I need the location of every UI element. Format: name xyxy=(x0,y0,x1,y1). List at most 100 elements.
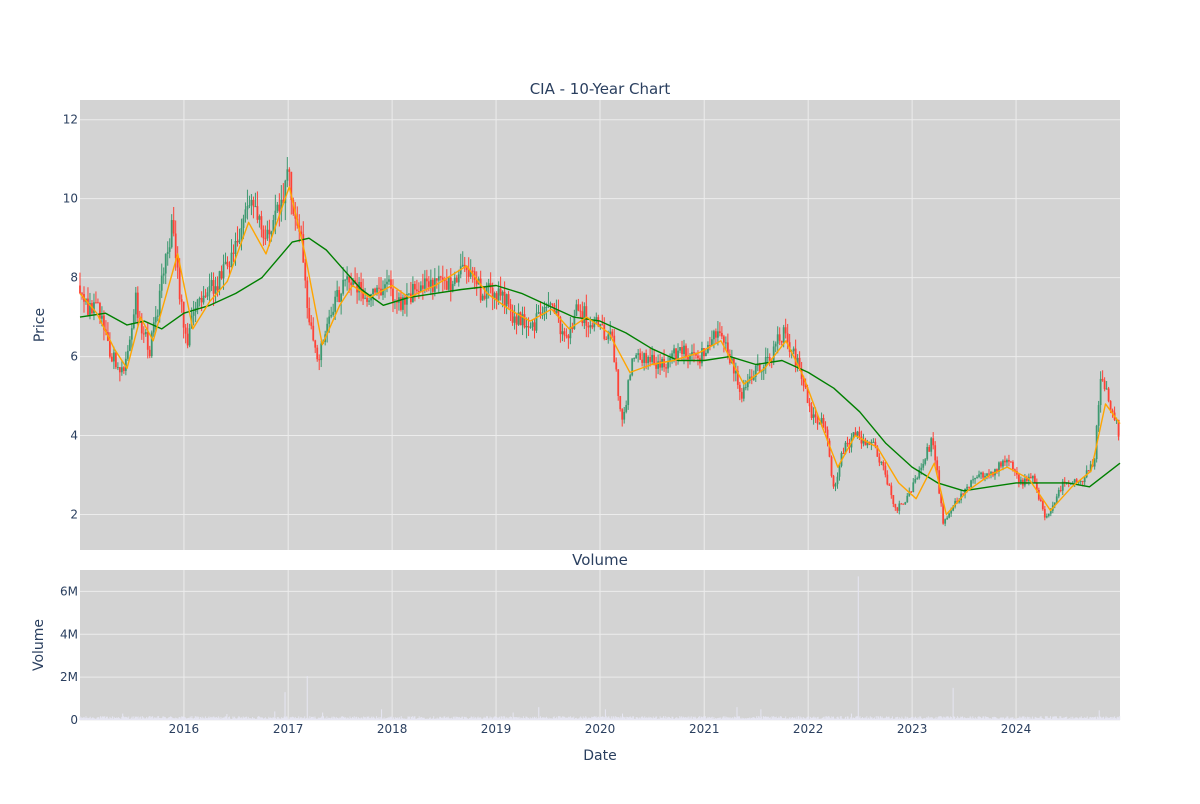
candle-body xyxy=(208,285,211,293)
candle-body xyxy=(908,491,911,496)
candle-body xyxy=(794,348,797,366)
candle-body xyxy=(308,308,311,323)
candle-body xyxy=(109,340,111,357)
candle-body xyxy=(826,429,829,441)
candle-body xyxy=(475,279,478,285)
candle-body xyxy=(545,307,548,309)
candle-body xyxy=(344,279,347,281)
candle-body xyxy=(274,210,277,221)
candle-body xyxy=(738,384,741,392)
candle-body xyxy=(711,339,713,346)
candle-body xyxy=(715,331,717,338)
candle-body xyxy=(846,442,849,444)
x-tick-label: 2021 xyxy=(689,722,720,736)
candle-body xyxy=(687,357,689,360)
candle-body xyxy=(226,261,229,267)
candle-body xyxy=(854,432,857,436)
candle-body xyxy=(768,357,771,361)
candle-body xyxy=(1073,479,1076,483)
candle-body xyxy=(786,333,789,343)
candle-body xyxy=(497,288,500,301)
candle-body xyxy=(701,348,703,364)
candle-body xyxy=(880,461,883,463)
candle-body xyxy=(415,289,418,292)
candle-body xyxy=(386,281,388,285)
candle-body xyxy=(451,284,454,292)
candle-body xyxy=(507,294,510,305)
candle-body xyxy=(940,493,943,504)
candle-body xyxy=(555,310,558,313)
candle-body xyxy=(643,353,646,363)
candle-body xyxy=(362,289,364,299)
candle-body xyxy=(691,352,693,356)
candle-body xyxy=(808,402,811,407)
candle-body xyxy=(876,446,879,457)
candle-body xyxy=(950,510,953,514)
candle-body xyxy=(292,200,295,215)
candle-body xyxy=(864,439,867,446)
candle-body xyxy=(89,303,91,315)
candle-body xyxy=(1019,479,1022,484)
candle-body xyxy=(1079,480,1082,482)
candle-body xyxy=(814,414,817,418)
candle-body xyxy=(561,331,564,335)
candle-body xyxy=(649,356,652,362)
candle-body xyxy=(513,316,516,323)
candle-body xyxy=(236,240,239,243)
x-axis-label: Date xyxy=(583,748,616,764)
candle-body xyxy=(669,357,671,362)
candle-body xyxy=(216,286,219,291)
candle-body xyxy=(804,385,807,388)
candle-body xyxy=(964,488,966,495)
candle-body xyxy=(164,253,167,274)
candle-body xyxy=(565,335,568,337)
candle-body xyxy=(1037,490,1040,500)
candle-body xyxy=(467,270,470,277)
candle-body xyxy=(408,293,410,295)
candle-body xyxy=(1071,482,1074,484)
volume-y-tick-label: 2M xyxy=(60,670,78,684)
candle-body xyxy=(116,367,119,369)
candle-body xyxy=(1081,480,1084,483)
candle-body xyxy=(310,322,313,326)
chart-title: CIA - 10-Year Chart xyxy=(530,80,671,98)
candle-body xyxy=(894,504,897,508)
tick-labels: 2016 2017 2018 2019 2020 2021 2022 2023 2024 2 4 6 8… xyxy=(60,113,1031,736)
candle-body xyxy=(830,456,833,476)
candle-body xyxy=(679,347,681,351)
candle-body xyxy=(774,343,777,347)
candle-body xyxy=(148,349,151,357)
x-tick-label: 2018 xyxy=(377,722,408,736)
candle-body xyxy=(232,252,235,254)
candle-body xyxy=(352,280,354,285)
candle-body xyxy=(595,317,598,321)
candle-body xyxy=(93,302,95,314)
candle-body xyxy=(196,299,199,308)
candle-body xyxy=(284,180,287,204)
candle-body xyxy=(523,314,526,328)
volume-y-tick-label: 6M xyxy=(60,584,78,598)
candle-body xyxy=(493,293,496,298)
price-y-tick-label: 8 xyxy=(70,271,78,285)
candle-body xyxy=(930,438,933,452)
candle-body xyxy=(645,353,648,364)
candle-body xyxy=(220,271,223,279)
candle-body xyxy=(625,405,628,412)
candle-body xyxy=(1053,502,1056,506)
candle-body xyxy=(1055,496,1058,503)
candle-body xyxy=(986,473,988,476)
candle-body xyxy=(549,303,552,305)
candle-body xyxy=(890,485,893,496)
candle-body xyxy=(631,358,634,376)
candle-body xyxy=(312,325,315,341)
candle-body xyxy=(188,328,191,346)
volume-y-tick-label: 4M xyxy=(60,627,78,641)
candle-body xyxy=(182,301,185,328)
candle-body xyxy=(597,317,600,327)
candle-body xyxy=(419,285,422,292)
candle-body xyxy=(124,358,127,371)
candle-body xyxy=(1004,460,1006,463)
candle-body xyxy=(214,286,217,294)
candle-body xyxy=(585,306,588,326)
candle-body xyxy=(160,275,163,291)
